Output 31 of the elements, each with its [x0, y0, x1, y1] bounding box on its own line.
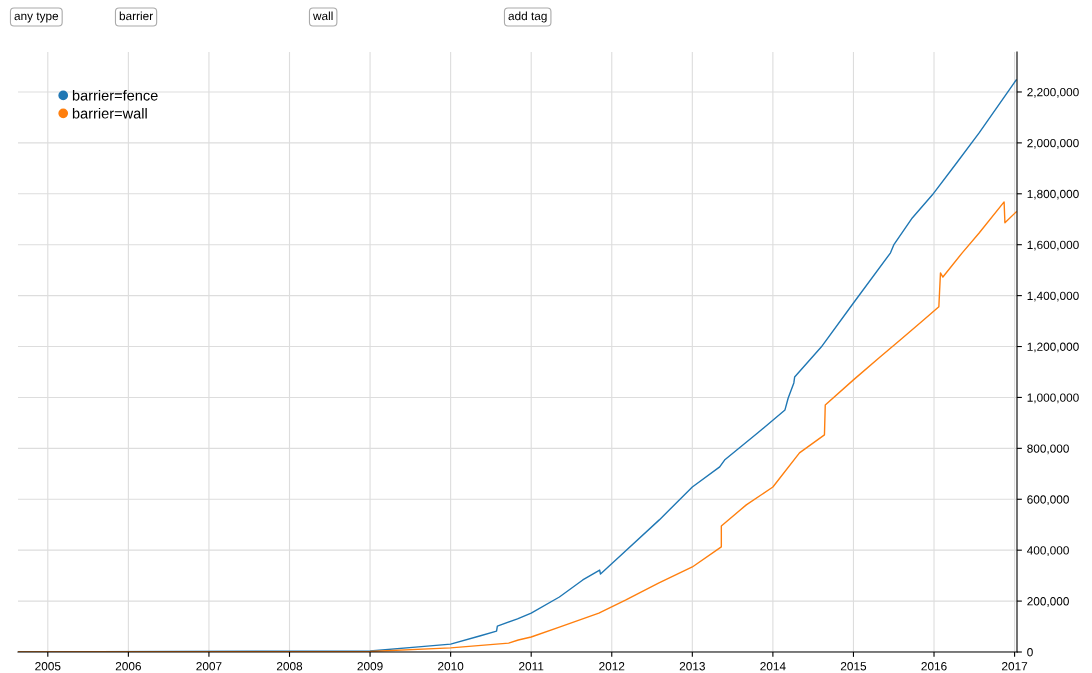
- x-tick-label: 2007: [196, 662, 222, 671]
- y-tick-label: 0: [1027, 648, 1033, 657]
- y-tick-label: 1,400,000: [1027, 291, 1079, 302]
- x-tick-label: 2012: [599, 662, 625, 671]
- y-tick-label: 600,000: [1027, 495, 1069, 506]
- y-tick-label: 1,800,000: [1027, 189, 1079, 200]
- x-tick-label: 2014: [760, 662, 786, 671]
- text: any type: [14, 12, 59, 23]
- x-tick-label: 2010: [438, 662, 464, 671]
- text: wall: [312, 11, 333, 21]
- y-tick-label: 2,000,000: [1027, 138, 1079, 149]
- x-tick-label: 2013: [679, 662, 705, 671]
- legend-label: barrier=wall: [72, 107, 147, 119]
- y-tick-label: 800,000: [1027, 444, 1069, 455]
- x-tick-label: 2017: [1002, 662, 1028, 671]
- x-tick-label: 2009: [357, 662, 383, 671]
- x-tick-label: 2006: [115, 662, 141, 671]
- y-tick-label: 1,200,000: [1027, 342, 1079, 353]
- y-tick-label: 400,000: [1026, 546, 1069, 556]
- x-tick-label: 2015: [840, 662, 867, 671]
- y-tick-label: 1,600,000: [1027, 240, 1079, 251]
- legend-label: barrier=fence: [72, 89, 158, 101]
- x-tick-label: 2005: [35, 662, 61, 671]
- y-tick-label: 2,200,000: [1027, 88, 1079, 98]
- text: add tag: [508, 11, 547, 23]
- text: barrier: [119, 11, 153, 21]
- y-tick-label: 200,000: [1027, 597, 1069, 607]
- x-tick-label: 2008: [276, 662, 303, 671]
- x-tick-label: 2016: [921, 662, 947, 671]
- y-tick-label: 1,000,000: [1027, 393, 1079, 404]
- x-tick-label: 2011: [519, 662, 544, 671]
